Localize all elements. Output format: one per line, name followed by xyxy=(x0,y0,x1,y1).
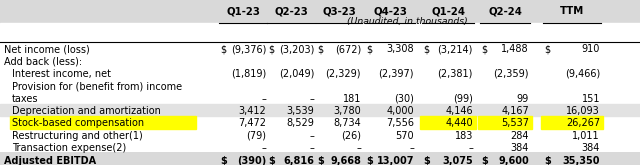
Text: 3,412: 3,412 xyxy=(238,106,266,116)
Text: 4,146: 4,146 xyxy=(445,106,473,116)
Text: Transaction expense(2): Transaction expense(2) xyxy=(12,143,126,153)
Text: $: $ xyxy=(268,156,275,165)
Text: (2,049): (2,049) xyxy=(278,69,314,79)
Text: (79): (79) xyxy=(246,131,266,141)
Text: Q1-24: Q1-24 xyxy=(431,6,465,16)
Bar xyxy=(10,116,196,129)
Text: (9,376): (9,376) xyxy=(230,44,266,54)
Text: 8,529: 8,529 xyxy=(286,118,314,129)
Text: (2,397): (2,397) xyxy=(378,69,414,79)
Bar xyxy=(0,0,640,23)
Text: (2,381): (2,381) xyxy=(438,69,473,79)
Text: Depreciation and amortization: Depreciation and amortization xyxy=(12,106,161,116)
Bar xyxy=(0,23,640,151)
Bar xyxy=(541,116,603,129)
Text: Stock-based compensation: Stock-based compensation xyxy=(12,118,144,129)
Text: 13,007: 13,007 xyxy=(376,156,414,165)
Text: 3,075: 3,075 xyxy=(442,156,473,165)
Text: 570: 570 xyxy=(396,131,414,141)
Text: $: $ xyxy=(423,44,429,54)
Text: 284: 284 xyxy=(511,131,529,141)
Text: 6,816: 6,816 xyxy=(283,156,314,165)
Text: (30): (30) xyxy=(394,94,414,104)
Text: –: – xyxy=(261,94,266,104)
Text: 3,780: 3,780 xyxy=(333,106,361,116)
Text: Add back (less):: Add back (less): xyxy=(4,56,82,66)
Text: taxes: taxes xyxy=(12,94,38,104)
Text: Q3-23: Q3-23 xyxy=(322,6,356,16)
Text: –: – xyxy=(261,143,266,153)
Text: 7,472: 7,472 xyxy=(238,118,266,129)
Text: 4,440: 4,440 xyxy=(445,118,473,129)
Text: 16,093: 16,093 xyxy=(566,106,600,116)
Text: Provision for (benefit from) income: Provision for (benefit from) income xyxy=(12,81,182,91)
Text: –: – xyxy=(468,143,473,153)
Text: (390): (390) xyxy=(237,156,266,165)
Text: 7,556: 7,556 xyxy=(386,118,414,129)
Text: (2,359): (2,359) xyxy=(493,69,529,79)
Text: Net income (loss): Net income (loss) xyxy=(4,44,90,54)
Text: Adjusted EBITDA: Adjusted EBITDA xyxy=(4,156,96,165)
Text: 1,488: 1,488 xyxy=(501,44,529,54)
Text: 181: 181 xyxy=(342,94,361,104)
Text: Q2-24: Q2-24 xyxy=(488,6,522,16)
Text: (Unaudited, in thousands): (Unaudited, in thousands) xyxy=(347,17,468,26)
Text: –: – xyxy=(309,131,314,141)
Bar xyxy=(420,116,476,129)
Text: Interest income, net: Interest income, net xyxy=(12,69,111,79)
Bar xyxy=(478,116,532,129)
Text: TTM: TTM xyxy=(560,6,584,16)
Text: $: $ xyxy=(317,44,323,54)
Text: (3,214): (3,214) xyxy=(438,44,473,54)
Text: 4,000: 4,000 xyxy=(387,106,414,116)
Text: 151: 151 xyxy=(582,94,600,104)
Text: (3,203): (3,203) xyxy=(278,44,314,54)
Text: $: $ xyxy=(481,156,488,165)
Text: 8,734: 8,734 xyxy=(333,118,361,129)
Text: $: $ xyxy=(544,156,551,165)
Text: $: $ xyxy=(366,44,372,54)
Text: 183: 183 xyxy=(454,131,473,141)
Text: $: $ xyxy=(544,44,550,54)
Text: Q4-23: Q4-23 xyxy=(373,6,407,16)
Text: (9,466): (9,466) xyxy=(564,69,600,79)
Text: Q1-23: Q1-23 xyxy=(226,6,260,16)
Text: $: $ xyxy=(220,156,227,165)
Text: 4,167: 4,167 xyxy=(501,106,529,116)
Text: (672): (672) xyxy=(335,44,361,54)
Text: 35,350: 35,350 xyxy=(563,156,600,165)
Text: $: $ xyxy=(268,44,274,54)
Text: –: – xyxy=(409,143,414,153)
Text: 910: 910 xyxy=(582,44,600,54)
Text: 3,308: 3,308 xyxy=(387,44,414,54)
Text: 9,668: 9,668 xyxy=(330,156,361,165)
Text: 3,539: 3,539 xyxy=(286,106,314,116)
Text: $: $ xyxy=(481,44,487,54)
Text: (2,329): (2,329) xyxy=(326,69,361,79)
Text: –: – xyxy=(309,94,314,104)
Text: $: $ xyxy=(423,156,429,165)
Text: $: $ xyxy=(317,156,324,165)
Text: (1,819): (1,819) xyxy=(231,69,266,79)
Text: (99): (99) xyxy=(453,94,473,104)
Text: 384: 384 xyxy=(582,143,600,153)
Text: –: – xyxy=(356,143,361,153)
Text: $: $ xyxy=(220,44,226,54)
Text: 1,011: 1,011 xyxy=(572,131,600,141)
Text: 99: 99 xyxy=(516,94,529,104)
Text: –: – xyxy=(309,143,314,153)
Text: 26,267: 26,267 xyxy=(566,118,600,129)
Text: Restructuring and other(1): Restructuring and other(1) xyxy=(12,131,143,141)
Text: 384: 384 xyxy=(511,143,529,153)
Bar xyxy=(0,104,640,116)
Text: 5,537: 5,537 xyxy=(501,118,529,129)
Text: Q2-23: Q2-23 xyxy=(274,6,308,16)
Text: $: $ xyxy=(366,156,372,165)
Text: 9,600: 9,600 xyxy=(499,156,529,165)
Text: (26): (26) xyxy=(341,131,361,141)
